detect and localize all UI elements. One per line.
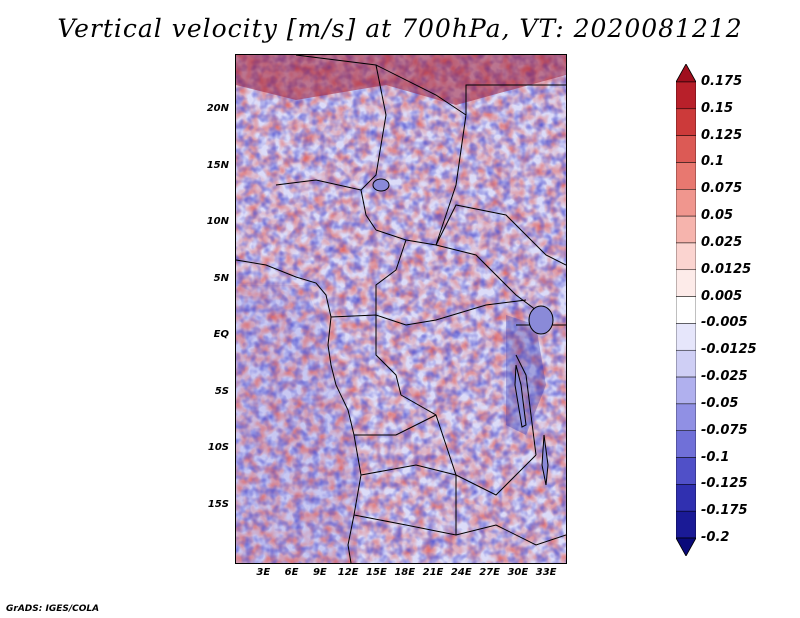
colorbar-label: -0.2 [701, 530, 730, 545]
colorbar-segment [676, 323, 696, 351]
colorbar-segment [676, 403, 696, 431]
colorbar-segment [676, 457, 696, 485]
lake-tanganyika [514, 364, 527, 428]
lon-tick-label: 24E [450, 567, 472, 578]
colorbar-label: -0.175 [701, 503, 748, 519]
lon-tick-label: 9E [312, 567, 327, 578]
lat-tick-label: 5N [213, 272, 229, 284]
map-canvas [236, 55, 566, 563]
lon-tick-label: 33E [535, 567, 557, 578]
colorbar-label: 0.175 [701, 74, 743, 89]
colorbar-segment [676, 108, 696, 136]
colorbar-segment [676, 81, 696, 110]
lon-tick-label: 12E [337, 567, 359, 578]
lon-tick-label: 15E [366, 567, 387, 578]
map-title: Vertical velocity [m/s] at 700hPa, VT: 2… [57, 14, 743, 43]
lon-tick-label: 3E [256, 567, 271, 578]
lat-tick-label: 15N [206, 159, 229, 171]
colorbar-label: -0.0125 [701, 342, 757, 358]
coastline [236, 259, 362, 563]
downdraft-field [236, 55, 566, 563]
colorbar-segment [676, 510, 696, 539]
colorbar-label: -0.1 [701, 449, 730, 465]
colorbar-segment [676, 189, 696, 217]
lon-tick-label: 27E [479, 567, 500, 578]
lat-tick-label: 5S [214, 385, 229, 397]
colorbar-label: -0.005 [701, 315, 748, 331]
lon-tick-label: 6E [284, 567, 299, 578]
lake-victoria [528, 305, 554, 335]
colorbar-label: 0.1 [701, 154, 725, 170]
lat-tick-label: EQ [213, 329, 229, 341]
colorbar-top-arrow [676, 64, 696, 83]
colorbar-label: 0.05 [701, 208, 734, 224]
lake-malawi [541, 434, 549, 486]
credit-label: GrADS: IGES/COLA [6, 604, 100, 614]
lat-tick-label: 10N [206, 216, 229, 228]
northern-intense-band [236, 55, 566, 105]
lon-tick-label: 21E [422, 567, 444, 578]
colorbar-segment [676, 376, 696, 405]
colorbar-label: 0.005 [701, 288, 743, 304]
colorbar-label: -0.125 [701, 476, 748, 492]
colorbar-label: -0.075 [701, 422, 748, 438]
velocity-map [235, 54, 567, 564]
colorbar-segment [676, 430, 696, 458]
colorbar [676, 64, 696, 556]
colorbar-label: 0.15 [701, 100, 734, 116]
colorbar-label: 0.075 [701, 181, 743, 197]
colorbar-segment [676, 162, 696, 190]
lat-tick-label: 15S [207, 498, 229, 510]
colorbar-label: 0.0125 [701, 261, 752, 277]
colorbar-label: -0.05 [701, 395, 739, 411]
lon-tick-label: 30E [507, 567, 529, 578]
colorbar-label: 0.025 [701, 234, 743, 250]
lon-tick-label: 18E [394, 567, 416, 578]
colorbar-bottom-arrow [676, 537, 696, 556]
colorbar-segment [676, 269, 696, 297]
colorbar-segment [676, 484, 696, 512]
lakes [372, 178, 554, 486]
lake-chad [372, 178, 390, 192]
colorbar-segment [676, 215, 696, 244]
colorbar-label: 0.125 [701, 127, 743, 143]
colorbar-segment [676, 135, 696, 163]
colorbar-segment [676, 242, 696, 271]
colorbar-segment [676, 296, 696, 324]
colorbar-label: -0.025 [701, 369, 748, 385]
colorbar-segment [676, 349, 696, 378]
borders [236, 55, 566, 563]
lat-tick-label: 20N [206, 103, 229, 115]
lat-tick-label: 10S [207, 442, 229, 454]
